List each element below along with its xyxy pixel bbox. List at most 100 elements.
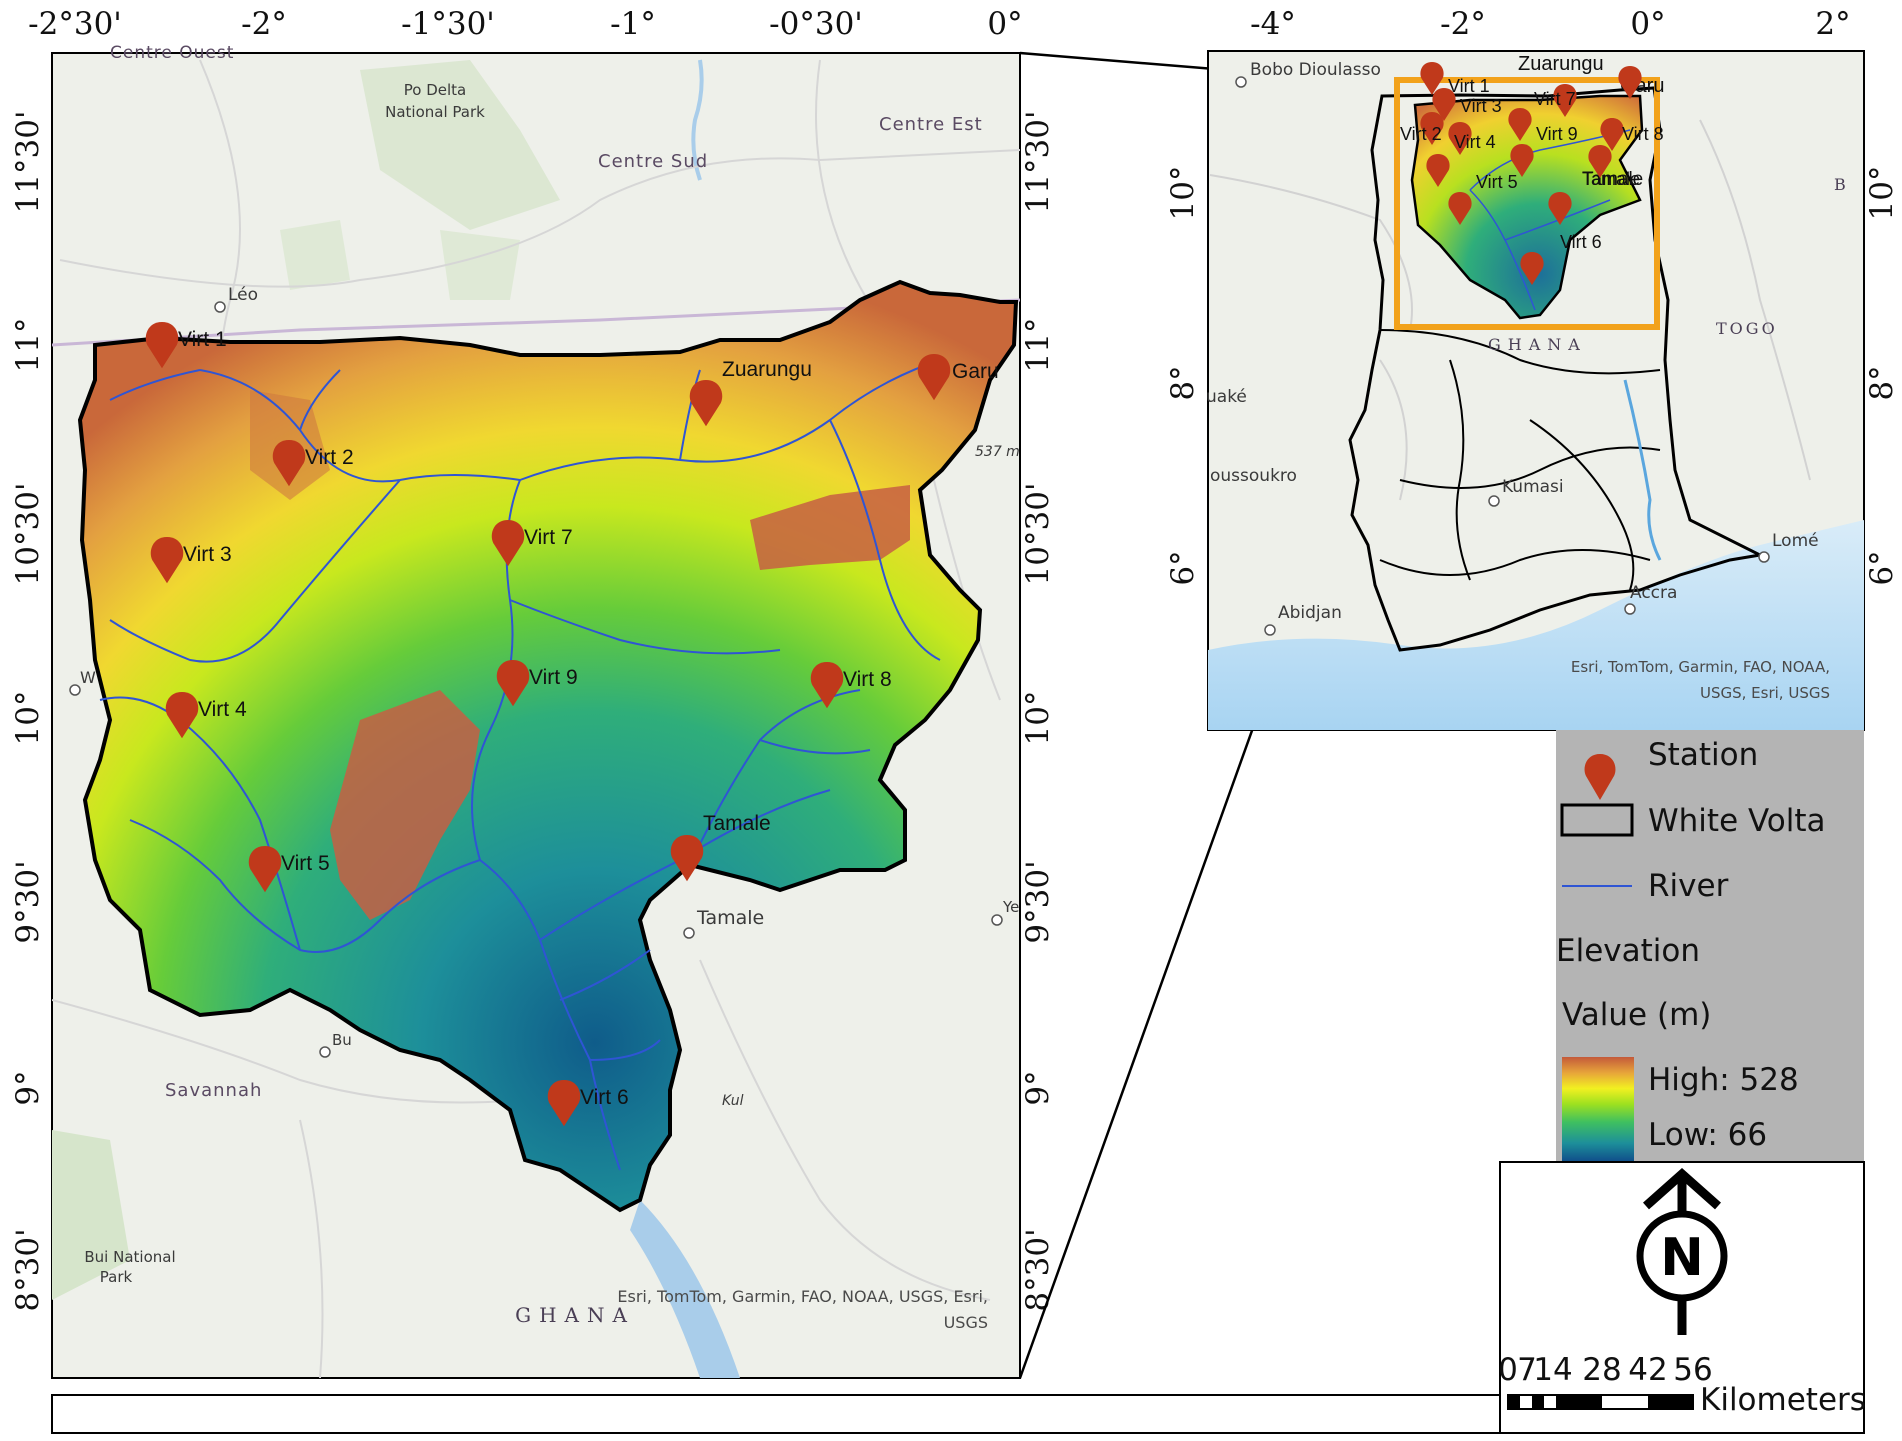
legend-high-label: High: 528 bbox=[1648, 1062, 1799, 1098]
station-pin-icon bbox=[1588, 145, 1612, 178]
inset-label-uake: uaké bbox=[1206, 387, 1247, 407]
station-pin-icon bbox=[165, 692, 199, 739]
tick-label: -2° bbox=[241, 6, 287, 42]
inset-place-labels: Bobo Dioulasso Zuarungu Garu Tamale GHAN… bbox=[1206, 53, 1846, 702]
scale-unit-label: Kilometers bbox=[1700, 1382, 1866, 1418]
tick-label: -0°30' bbox=[769, 6, 863, 42]
region-label-savannah: Savannah bbox=[165, 1080, 262, 1101]
tick-label: -2°30' bbox=[28, 6, 122, 42]
place-label-bui-national: Bui National bbox=[84, 1248, 175, 1266]
caption-bar bbox=[51, 1394, 1501, 1434]
tick-label: 2° bbox=[1815, 6, 1850, 42]
elevation-note: 537 m bbox=[975, 444, 1020, 460]
tick-label: 10° bbox=[10, 691, 46, 746]
inset-station-marker bbox=[1448, 192, 1472, 225]
scale-label: 0 bbox=[1498, 1352, 1518, 1388]
inset-right-ticks: 10° 8° 6° bbox=[1864, 166, 1900, 586]
station-pin-icon bbox=[1553, 84, 1577, 117]
tick-label: 6° bbox=[1864, 550, 1900, 585]
legend-low-label: Low: 66 bbox=[1648, 1117, 1767, 1153]
station-marker: Virt 9 bbox=[496, 660, 578, 707]
inset-station-label: Virt 2 bbox=[1400, 124, 1442, 144]
tick-label: 11° bbox=[1020, 318, 1056, 373]
legend-station-marker bbox=[1584, 754, 1616, 800]
station-pin-icon bbox=[1432, 88, 1456, 121]
region-label-centre-est: Centre Est bbox=[879, 114, 983, 135]
station-label: Virt 7 bbox=[524, 526, 573, 549]
inset-label-abidjan: Abidjan bbox=[1278, 603, 1342, 623]
tick-label: 8° bbox=[1165, 365, 1201, 400]
inset-station-marker: Virt 3 bbox=[1432, 88, 1502, 121]
inset-station-marker: Tamale bbox=[1582, 145, 1640, 189]
station-pin-icon bbox=[150, 537, 184, 584]
inset-credit-line-1: Esri, TomTom, Garmin, FAO, NOAA, bbox=[1571, 658, 1830, 676]
main-credit-line-1: Esri, TomTom, Garmin, FAO, NOAA, USGS, E… bbox=[617, 1287, 988, 1306]
legend: Station White Volta River Elevation Valu… bbox=[1556, 730, 1864, 1162]
station-pin-icon bbox=[1618, 66, 1642, 99]
highland-patch bbox=[330, 690, 480, 920]
legend-white-volta-label: White Volta bbox=[1648, 803, 1826, 839]
inset-station-label: Virt 5 bbox=[1476, 172, 1518, 192]
tick-label: 11°30' bbox=[1020, 111, 1056, 214]
station-marker: Virt 6 bbox=[547, 1080, 629, 1127]
station-marker: Garu bbox=[917, 354, 999, 401]
legend-station-label: Station bbox=[1648, 737, 1758, 773]
scale-label: 14 bbox=[1533, 1352, 1572, 1388]
station-label: Tamale bbox=[703, 812, 771, 835]
station-label: Virt 1 bbox=[178, 328, 227, 351]
place-label-po-delta: Po Delta bbox=[404, 81, 466, 99]
tick-label: 9°30' bbox=[10, 860, 46, 943]
tick-label: 11° bbox=[10, 318, 46, 373]
station-pin-icon bbox=[1510, 144, 1534, 177]
town-marker bbox=[1235, 76, 1247, 88]
station-pin-icon bbox=[670, 835, 704, 882]
town-marker bbox=[1264, 624, 1276, 636]
main-credit-line-2: USGS bbox=[944, 1313, 988, 1332]
town-marker bbox=[683, 927, 695, 939]
town-marker bbox=[1624, 603, 1636, 615]
inset-station-label: Virt 6 bbox=[1560, 232, 1602, 252]
station-label: Virt 8 bbox=[843, 668, 892, 691]
north-arrow-icon: N bbox=[1636, 1167, 1728, 1335]
scale-label: 42 bbox=[1628, 1352, 1667, 1388]
station-label: Virt 5 bbox=[281, 852, 330, 875]
tick-label: 9°30' bbox=[1020, 860, 1056, 943]
main-right-ticks: 11°30' 11° 10°30' 10° 9°30' 9° 8°30' bbox=[1020, 111, 1056, 1312]
station-marker: Tamale bbox=[670, 812, 771, 882]
tick-label: -4° bbox=[1250, 6, 1296, 42]
inset-station-marker: Virt 4 bbox=[1448, 122, 1496, 155]
station-label: Virt 2 bbox=[305, 446, 354, 469]
inset-station-marker bbox=[1618, 66, 1642, 99]
station-label: Virt 4 bbox=[198, 698, 247, 721]
inset-label-kumasi: Kumasi bbox=[1502, 477, 1564, 497]
inset-station-marker: Virt 5 bbox=[1426, 154, 1518, 192]
tick-label: 8°30' bbox=[1020, 1228, 1056, 1311]
inset-label-lome: Lomé bbox=[1772, 531, 1819, 551]
inset-top-ticks: -4° -2° 0° 2° bbox=[1250, 6, 1850, 42]
inset-credit-line-2: USGS, Esri, USGS bbox=[1700, 684, 1830, 702]
station-pin-icon bbox=[1508, 108, 1532, 141]
tick-label: 10°30' bbox=[1020, 483, 1056, 586]
tick-label: 9° bbox=[10, 1070, 46, 1105]
station-marker: Virt 5 bbox=[248, 846, 330, 893]
inset-station-label: Virt 9 bbox=[1536, 124, 1578, 144]
tick-label: -1°30' bbox=[401, 6, 495, 42]
tick-label: 9° bbox=[1020, 1070, 1056, 1105]
station-pin-icon bbox=[1600, 118, 1624, 151]
place-label-bu: Bu bbox=[332, 1031, 352, 1049]
tick-label: 0° bbox=[987, 6, 1022, 42]
tick-label: 8° bbox=[1864, 365, 1900, 400]
station-marker: Zuarungu bbox=[689, 358, 812, 427]
place-label-park: Park bbox=[100, 1268, 133, 1286]
inset-station-marker bbox=[1520, 252, 1544, 285]
inset-label-zuarungu: Zuarungu bbox=[1518, 53, 1604, 75]
zoom-extent-box bbox=[1394, 77, 1660, 330]
inset-station-marker: Virt 6 bbox=[1548, 192, 1602, 252]
inset-basin bbox=[1410, 94, 1644, 320]
main-map: Centre Ouest Po Delta National Park Cent… bbox=[10, 6, 1056, 1379]
town-marker bbox=[319, 1046, 331, 1058]
station-pin-icon bbox=[1420, 62, 1444, 95]
main-basemap bbox=[52, 59, 1020, 1378]
scale-bar: 0 7 14 28 42 56 Kilometers bbox=[1498, 1352, 1866, 1418]
